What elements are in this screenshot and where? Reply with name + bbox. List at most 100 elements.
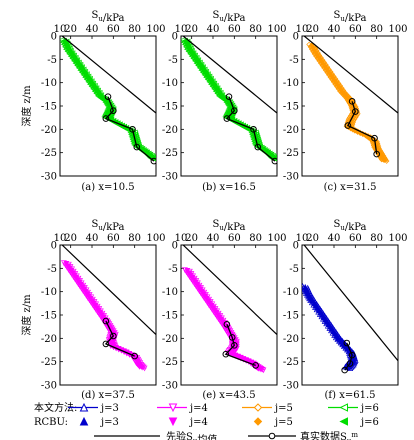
series-marker: [355, 111, 361, 117]
x-tick-label: 20: [64, 233, 77, 244]
x-tick-label: 40: [328, 233, 341, 244]
series-marker: [307, 297, 314, 303]
true-data-point: [352, 108, 359, 115]
prior-mean-line: [61, 245, 156, 336]
plot-area: [302, 245, 398, 374]
legend-prior-label: 先验Su均值: [166, 430, 217, 440]
y-tick-label: -10: [41, 78, 57, 89]
true-data-point: [225, 93, 233, 100]
x-tick-label: 10: [296, 233, 309, 244]
legend-item-label: j=6: [360, 403, 379, 414]
true-data-point: [133, 143, 141, 151]
legend-item-label: j=5: [274, 403, 293, 414]
y-tick-label: -20: [162, 125, 178, 136]
panel-label: (c) x=31.5: [324, 182, 377, 193]
true-data-line: [224, 324, 256, 367]
y-tick-label: -10: [162, 78, 178, 89]
x-tick-label: 40: [328, 24, 341, 35]
y-tick-label: -30: [41, 381, 57, 392]
plot-frame: [180, 244, 278, 386]
y-tick-label: -10: [162, 287, 178, 298]
y-tick-label: -15: [41, 102, 57, 113]
prior-mean-line: [182, 36, 277, 114]
y-tick-label: -15: [283, 311, 299, 322]
series-marker: [348, 364, 355, 370]
series-marker: [141, 365, 148, 372]
true-data-point: [373, 150, 380, 158]
y-tick-label: -20: [41, 334, 57, 345]
legend: 本文方法: j=3 j=4 j=5 j=6 RCBU: j=3 j=4 j=5 j=6 先验Su均值…: [34, 401, 379, 440]
x-tick-label: 20: [306, 24, 319, 35]
series-line: [66, 40, 156, 160]
series-marker: [318, 313, 325, 320]
true-data-point: [348, 98, 356, 105]
series-marker: [310, 301, 317, 308]
legend-item-label: j=3: [100, 417, 119, 428]
x-tick-label: 80: [249, 233, 262, 244]
y-tick-label: 0: [51, 241, 57, 252]
plot-area: [60, 36, 156, 165]
legend-marker: [339, 403, 348, 412]
true-data-point: [110, 107, 117, 114]
legend-true-label: 真实数据Sum: [300, 430, 358, 440]
true-data-line: [344, 342, 353, 371]
plot-area: [181, 36, 277, 165]
true-data-point: [150, 157, 156, 165]
x-axis-title: Su/kPa: [333, 219, 366, 233]
true-data-point: [271, 157, 277, 165]
series-marker: [308, 299, 315, 306]
x-axis-title: Su/kPa: [212, 10, 245, 24]
x-tick-label: 80: [249, 24, 262, 35]
x-tick-label: 60: [228, 24, 241, 35]
y-tick-label: -20: [162, 334, 178, 345]
x-tick-label: 10: [175, 233, 188, 244]
true-data-point: [250, 126, 257, 133]
x-tick-label: 40: [86, 24, 99, 35]
y-tick-label: -5: [47, 55, 57, 66]
y-tick-label: 0: [293, 32, 299, 43]
y-tick-label: -30: [283, 172, 299, 183]
y-tick-label: -5: [168, 55, 178, 66]
true-data-point: [228, 334, 236, 341]
panel-label: (d) x=37.5: [81, 390, 135, 401]
series-marker: [260, 367, 267, 374]
true-data-point: [231, 107, 238, 114]
y-tick-label: -15: [283, 102, 299, 113]
y-tick-label: -25: [283, 148, 299, 159]
y-tick-label: -25: [162, 148, 178, 159]
x-tick-label: 20: [185, 24, 198, 35]
plot-area: [303, 36, 398, 164]
prior-mean-line: [303, 36, 398, 114]
x-axis-title: Su/kPa: [212, 219, 245, 233]
series-marker: [324, 322, 331, 329]
x-tick-label: 40: [86, 233, 99, 244]
x-tick-label: 60: [107, 24, 120, 35]
series-marker: [329, 329, 336, 336]
true-data-point: [102, 317, 110, 325]
panel-label: (f) x=61.5: [325, 390, 376, 401]
y-tick-label: -10: [41, 287, 57, 298]
true-data-point: [131, 352, 138, 360]
y-tick-label: -30: [162, 172, 178, 183]
legend-marker: [339, 417, 348, 426]
true-data-point: [341, 366, 348, 374]
y-axis-title: 深度 z/m: [20, 294, 33, 336]
x-tick-label: 20: [306, 233, 319, 244]
true-data-point: [223, 115, 231, 122]
x-tick-label: 40: [207, 24, 220, 35]
x-tick-label: 100: [267, 233, 286, 244]
true-data-point: [110, 332, 117, 340]
y-tick-label: -25: [162, 357, 178, 368]
y-tick-label: 0: [293, 241, 299, 252]
x-tick-label: 100: [146, 24, 165, 35]
plot-area: [61, 245, 156, 372]
true-data-point: [343, 339, 351, 347]
series-marker: [328, 327, 334, 334]
series-marker: [351, 116, 358, 122]
x-tick-label: 100: [146, 233, 165, 244]
x-tick-label: 20: [185, 233, 198, 244]
